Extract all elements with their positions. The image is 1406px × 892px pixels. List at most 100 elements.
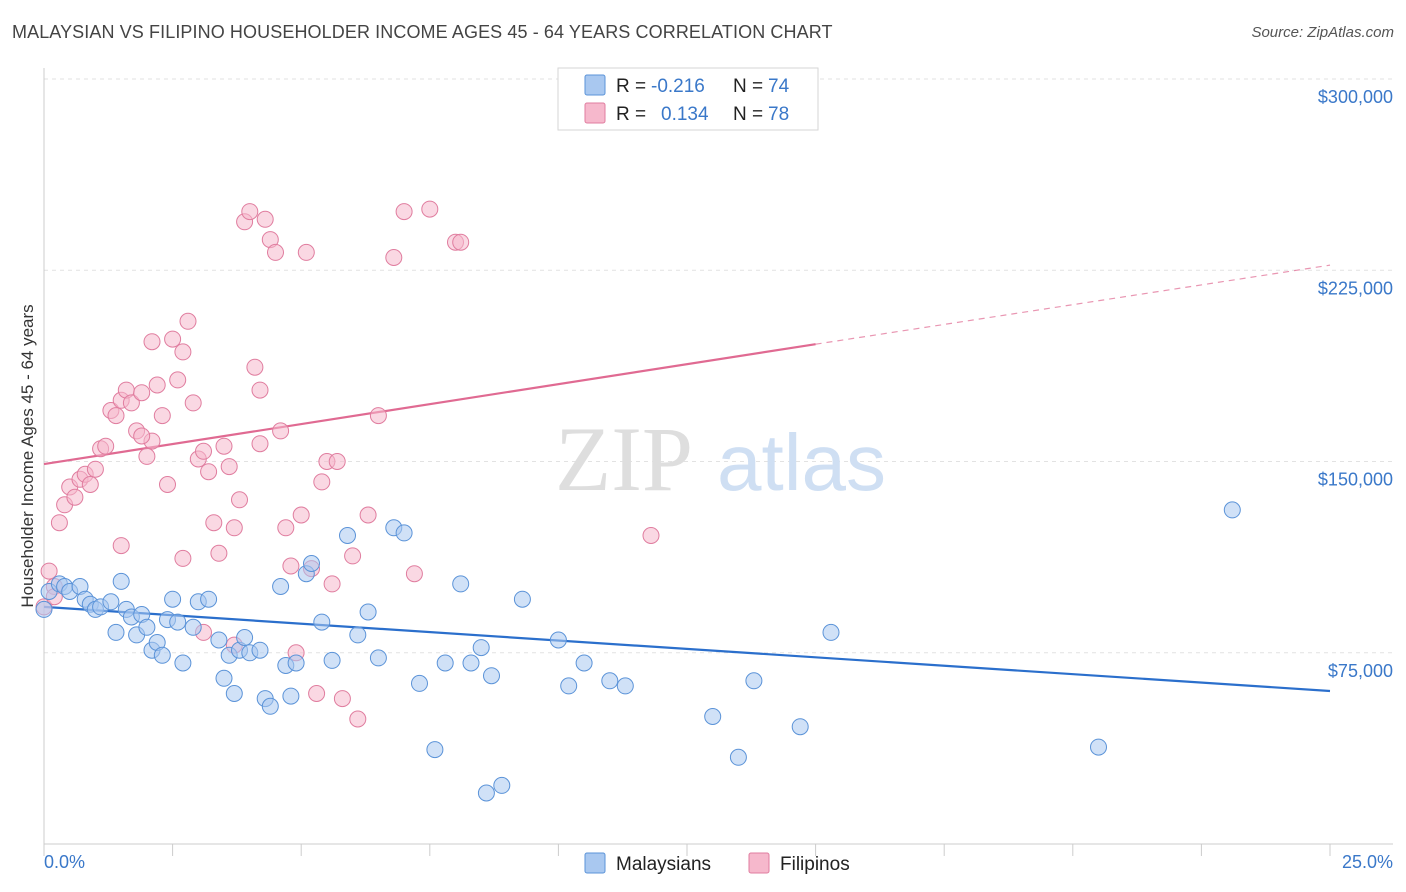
filipinos-point-12 — [97, 437, 115, 455]
malaysians-point-62 — [560, 677, 578, 695]
malaysians-point-55 — [452, 575, 470, 593]
malaysians-point-10 — [107, 623, 125, 641]
malaysians-point-28 — [210, 631, 228, 649]
y-tick-label-2: $225,000 — [1318, 278, 1393, 298]
filipinos-point-76 — [333, 690, 351, 708]
malaysians-point-53 — [426, 741, 444, 759]
filipinos-point-75 — [251, 435, 269, 453]
filipinos-point-25 — [164, 330, 182, 348]
malaysians-point-48 — [359, 603, 377, 621]
filipinos-point-29 — [184, 394, 202, 412]
malaysians-point-45 — [323, 651, 341, 669]
y-tick-label-1: $150,000 — [1318, 470, 1393, 490]
malaysians-point-38 — [272, 578, 290, 595]
filipinos-point-57 — [328, 453, 346, 470]
source-label: Source: ZipAtlas.com — [1251, 24, 1394, 41]
filipinos-point-54 — [313, 473, 331, 491]
malaysians-point-71 — [1090, 738, 1107, 756]
filipinos-point-42 — [251, 381, 269, 399]
bottom-legend: Malaysians Filipinos — [584, 852, 850, 875]
malaysians-point-37 — [261, 697, 279, 715]
malaysians-point-23 — [169, 613, 187, 631]
filipinos-point-9 — [81, 476, 99, 493]
filipinos-point-70 — [112, 537, 130, 555]
filipinos-point-38 — [231, 491, 248, 509]
malaysians-point-24 — [174, 654, 192, 672]
malaysians-point-60 — [513, 590, 531, 608]
filipinos-point-10 — [86, 460, 104, 478]
malaysians-point-25 — [184, 618, 202, 636]
filipinos-point-58 — [344, 547, 362, 565]
malaysians-point-66 — [704, 708, 722, 725]
filipinos-point-17 — [122, 394, 140, 412]
y-axis-label: Householder Income Ages 45 - 64 years — [18, 304, 37, 607]
malaysians-point-11 — [102, 593, 120, 611]
malaysians-point-51 — [395, 524, 413, 542]
bottom-legend-filipinos: Filipinos — [780, 854, 850, 875]
y-tick-label-3: $300,000 — [1318, 87, 1393, 107]
trend-lines — [43, 264, 1331, 693]
legend: R = -0.216 N = 74 R = 0.134 N = 78 — [557, 67, 819, 131]
filipinos-trend-line — [43, 343, 816, 466]
legend-n-label-filipinos: N = — [733, 104, 763, 125]
legend-n-value-filipinos: 78 — [768, 104, 789, 125]
legend-swatch-malaysians — [584, 74, 606, 96]
malaysians-point-22 — [164, 590, 182, 608]
malaysians-point-17 — [138, 618, 156, 636]
malaysians-point-31 — [225, 685, 243, 702]
malaysians-point-40 — [282, 687, 300, 705]
malaysians-point-58 — [483, 667, 500, 685]
malaysians-point-20 — [153, 646, 171, 664]
filipinos-point-28 — [179, 312, 197, 330]
watermark: ZIP atlas — [555, 408, 886, 510]
chart-title: MALAYSIAN VS FILIPINO HOUSEHOLDER INCOME… — [12, 22, 833, 42]
filipinos-point-36 — [220, 458, 238, 476]
malaysians-point-35 — [251, 641, 269, 659]
y-tick-label-0: $75,000 — [1328, 661, 1393, 681]
filipinos-point-37 — [225, 519, 243, 537]
watermark-atlas: atlas — [717, 418, 886, 507]
filipinos-point-47 — [277, 519, 295, 537]
malaysians-point-46 — [339, 527, 356, 544]
filipinos-point-45 — [267, 243, 284, 261]
filipinos-point-14 — [107, 407, 125, 425]
malaysians-point-70 — [822, 623, 840, 641]
malaysians-point-69 — [791, 718, 809, 736]
malaysians-point-0 — [35, 600, 53, 618]
filipinos-point-65 — [421, 200, 439, 218]
filipinos-point-1 — [40, 562, 58, 580]
filipinos-point-35 — [215, 437, 233, 455]
series-malaysians — [35, 501, 1241, 802]
y-tick-labels: $75,000 $150,000 $225,000 $300,000 — [1318, 87, 1393, 681]
filipinos-point-51 — [297, 243, 315, 261]
malaysians-point-68 — [745, 672, 763, 690]
filipinos-point-33 — [205, 514, 223, 532]
malaysians-point-49 — [369, 649, 387, 667]
legend-swatch-filipinos — [584, 102, 606, 124]
filipinos-point-24 — [159, 476, 176, 493]
malaysians-point-43 — [303, 555, 320, 572]
filipinos-point-23 — [153, 407, 171, 425]
malaysians-point-64 — [601, 672, 619, 690]
malaysians-point-29 — [215, 669, 233, 687]
filipinos-trend-extension — [815, 264, 1331, 345]
filipinos-point-64 — [405, 565, 423, 583]
filipinos-point-27 — [174, 343, 192, 361]
legend-r-label-malaysians: R = — [616, 76, 646, 97]
filipinos-point-74 — [174, 549, 192, 567]
filipinos-point-34 — [210, 544, 228, 562]
malaysians-point-27 — [200, 590, 218, 608]
malaysians-point-41 — [287, 654, 305, 672]
malaysians-trend-line — [43, 605, 1331, 693]
gridlines — [44, 78, 1393, 654]
filipinos-point-48 — [282, 557, 300, 575]
malaysians-point-52 — [411, 674, 428, 692]
filipinos-point-69 — [143, 333, 161, 351]
watermark-zip: ZIP — [555, 408, 693, 510]
malaysians-point-54 — [436, 654, 454, 672]
filipinos-point-20 — [138, 447, 156, 465]
filipinos-point-26 — [169, 371, 187, 389]
malaysians-point-67 — [729, 748, 747, 766]
filipinos-point-53 — [308, 685, 326, 702]
